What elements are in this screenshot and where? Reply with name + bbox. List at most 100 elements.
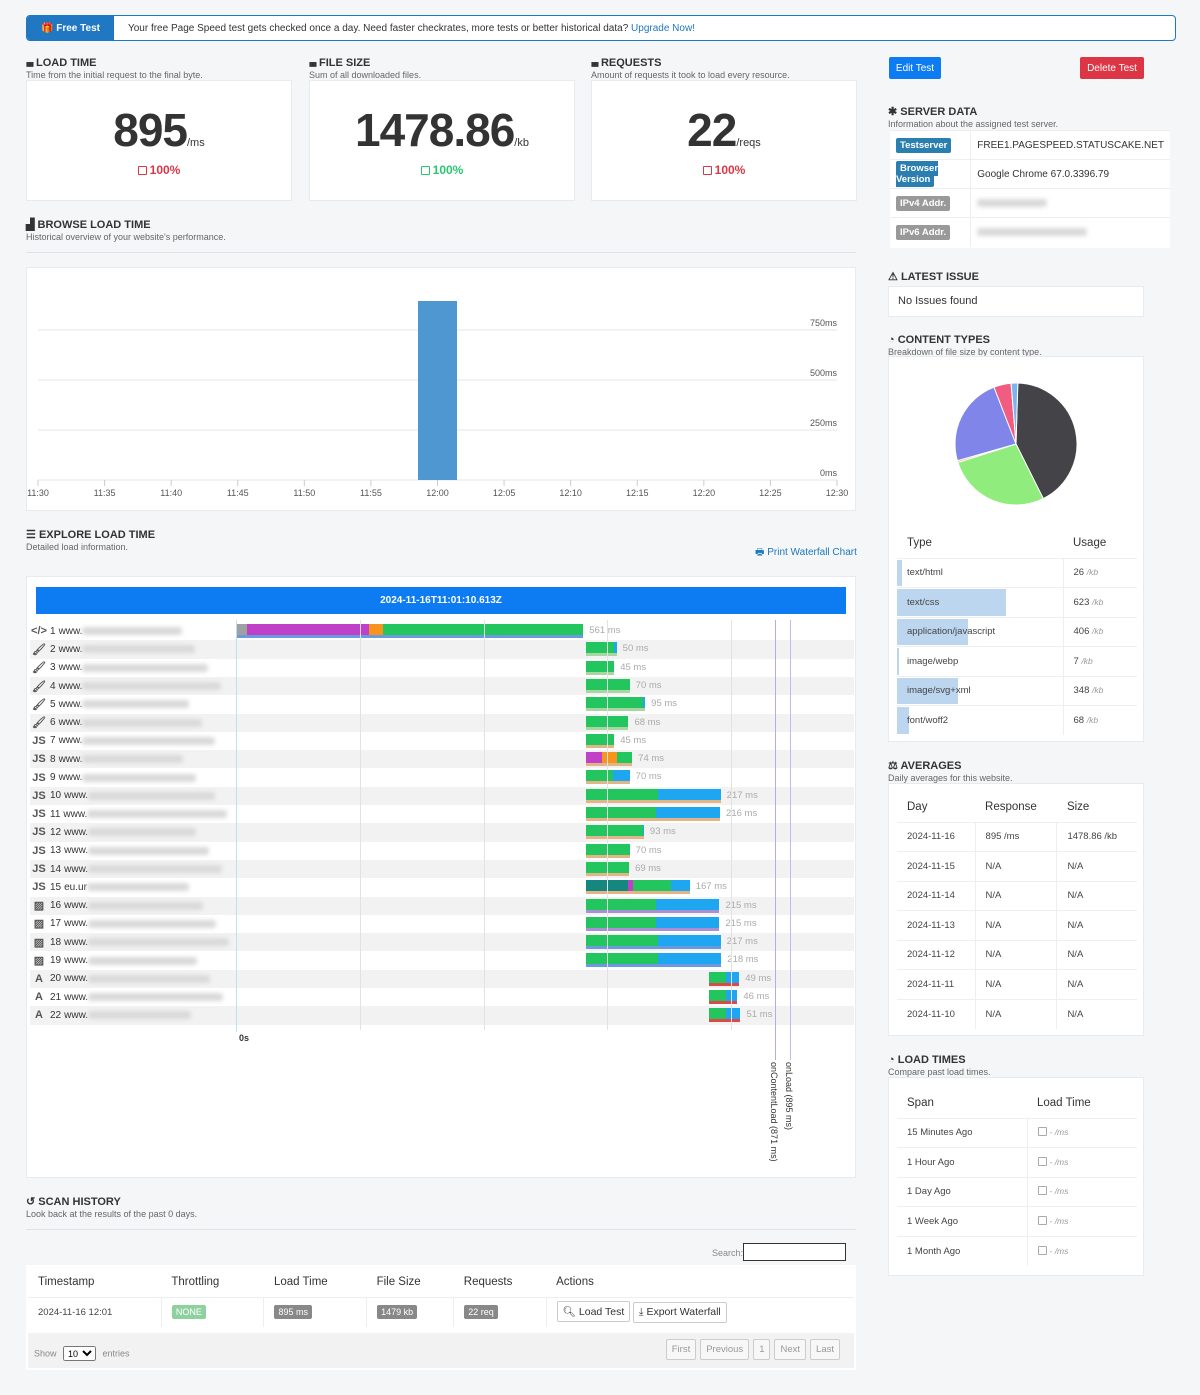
- redacted-url: [88, 993, 224, 1002]
- timing-segment-green: [632, 880, 672, 892]
- x-tick-label: 11:45: [227, 488, 249, 498]
- redacted-url: [82, 718, 203, 727]
- img-file-icon: ▨: [33, 918, 45, 931]
- upgrade-banner: 🎁 Free Test Your free Page Speed test ge…: [26, 15, 1176, 41]
- waterfall-row[interactable]: </> 1 www. 561 ms: [30, 622, 854, 640]
- content-type-underline: [236, 635, 584, 638]
- scan-search-input[interactable]: [743, 1243, 846, 1261]
- request-number: 22: [50, 1009, 62, 1021]
- stat-header: ▮▮▮ FILE SIZE Sum of all downloaded files…: [309, 57, 422, 80]
- request-number: 2: [50, 643, 56, 655]
- content-type-underline: [708, 1001, 738, 1004]
- timing-segment-green: [586, 825, 644, 837]
- request-number: 6: [50, 717, 56, 729]
- redacted-url: [88, 828, 197, 837]
- waterfall-row[interactable]: 🖌 3 www. 45 ms: [30, 659, 854, 677]
- redacted-url: [82, 627, 183, 636]
- css-file-icon: 🖌: [32, 662, 46, 675]
- waterfall-row[interactable]: 🖌 5 www. 95 ms: [30, 695, 854, 713]
- server-label: IPv4 Addr.: [896, 195, 951, 211]
- bar-12:00[interactable]: [418, 301, 457, 480]
- pager-1[interactable]: 1: [753, 1339, 771, 1360]
- load-test-button[interactable]: 🔍︎ Load Test: [556, 1301, 631, 1322]
- request-label: ▨ 17 www.: [30, 915, 235, 933]
- stat-change: 100%: [714, 163, 746, 177]
- waterfall-row[interactable]: JS 15 eu.ur 167 ms: [30, 878, 854, 896]
- gift-icon: 🎁: [41, 22, 57, 34]
- waterfall-row[interactable]: JS 7 www. 45 ms: [30, 732, 854, 750]
- content-type-underline: [586, 946, 721, 950]
- request-label: JS 15 eu.ur: [30, 878, 235, 896]
- print-waterfall-link[interactable]: 🖶 Print Waterfall Chart: [755, 547, 857, 558]
- content-type-underline: [586, 671, 615, 675]
- y-tick-label: 0ms: [820, 468, 838, 478]
- pie-chart-icon: ◔: [888, 334, 895, 346]
- trend-up-icon: [1037, 1186, 1047, 1196]
- asterisk-icon: ✱: [888, 106, 898, 118]
- pager-first[interactable]: First: [665, 1339, 697, 1360]
- request-host: www.: [58, 735, 83, 747]
- request-duration: 50 ms: [622, 643, 649, 655]
- stat-card-file-size: 1478.86/kb 100%: [309, 80, 575, 201]
- server-label: IPv6 Addr.: [896, 224, 951, 240]
- pie-slice-application-javascript[interactable]: [957, 443, 1044, 506]
- html-file-icon: </>: [31, 625, 47, 638]
- alert-icon: ⚠: [888, 271, 898, 283]
- explore-header: ☰ EXPLORE LOAD TIME Detailed load inform…: [26, 529, 156, 552]
- upgrade-link[interactable]: Upgrade Now!: [631, 22, 695, 34]
- request-number: 14: [50, 863, 62, 875]
- timing-segment-blue: [612, 770, 630, 782]
- browse-chart-svg: 0ms 250ms 500ms 750ms 11:30 11:35 11:40 11:45 11…: [27, 301, 848, 498]
- request-duration: 217 ms: [726, 789, 758, 801]
- timing-segment-green: [585, 642, 615, 654]
- search-icon: 🔍︎: [562, 1306, 576, 1318]
- request-number: 13: [50, 845, 62, 857]
- pager-previous[interactable]: Previous: [700, 1339, 750, 1360]
- timing-segment-green: [586, 697, 644, 709]
- timing-segment-blue: [656, 807, 721, 818]
- pager-last[interactable]: Last: [810, 1339, 840, 1360]
- load-time-row: 1 Day Ago - /ms: [897, 1176, 1137, 1207]
- pie-slice-text-css[interactable]: [1015, 382, 1078, 500]
- average-row: 2024-11-16 895 /ms 1478.86 /kb: [897, 821, 1137, 852]
- content-type-underline: [586, 836, 644, 840]
- load-time-row: 15 Minutes Ago - /ms: [897, 1117, 1137, 1148]
- export-waterfall-button[interactable]: ⤓ Export Waterfall: [632, 1302, 727, 1323]
- request-label: 🖌 4 www.: [30, 677, 235, 695]
- request-host: www.: [64, 826, 89, 838]
- timing-segment-green: [708, 990, 726, 1001]
- request-label: ▨ 19 www.: [30, 951, 235, 969]
- stat-unit: /kb: [514, 137, 529, 149]
- redacted-url: [88, 791, 216, 800]
- page-size-select[interactable]: 10: [63, 1346, 97, 1361]
- trend-up-icon: [1037, 1215, 1047, 1225]
- stat-value: 1478.86: [355, 104, 515, 156]
- js-file-icon: JS: [32, 789, 46, 802]
- table-header: Type Usage: [907, 536, 1107, 549]
- timing-segment-purple: [247, 624, 370, 635]
- bar-chart-icon: ▮▮▮: [26, 62, 34, 68]
- x-tick-label: 12:15: [626, 488, 649, 498]
- pie-slice-text-html[interactable]: [1010, 382, 1019, 445]
- load-times-card: Span Load Time 15 Minutes Ago - /ms 1 Hour A…: [888, 1077, 1144, 1276]
- load-times-header: ◔ LOAD TIMES Compare past load times.: [888, 1054, 991, 1077]
- usage-bar: [897, 589, 1006, 616]
- usage-bar: [897, 559, 902, 586]
- timing-segment-blue: [657, 788, 721, 800]
- request-number: 9: [50, 772, 56, 784]
- waterfall-timestamp-bar: 2024-11-16T11:01:10.613Z: [36, 587, 846, 614]
- content-type-underline: [586, 726, 629, 730]
- waterfall-row[interactable]: ▨ 19 www. 218 ms: [30, 951, 854, 969]
- css-file-icon: 🖌: [32, 643, 46, 656]
- request-duration: 70 ms: [635, 679, 662, 691]
- edit-test-button[interactable]: Edit Test: [889, 57, 941, 79]
- waterfall-row[interactable]: JS 11 www. 216 ms: [30, 805, 854, 823]
- redacted-url: [86, 883, 189, 892]
- delete-test-button[interactable]: Delete Test: [1080, 57, 1144, 79]
- trend-up-icon: [702, 166, 712, 175]
- waterfall-row[interactable]: ▨ 17 www. 215 ms: [30, 915, 854, 933]
- server-header: ✱ SERVER DATA Information about the assi…: [888, 106, 1059, 129]
- trend-up-icon: [137, 166, 147, 175]
- server-row: Browser Version Google Chrome 67.0.3396.7…: [890, 159, 1170, 189]
- pager-next[interactable]: Next: [774, 1339, 807, 1360]
